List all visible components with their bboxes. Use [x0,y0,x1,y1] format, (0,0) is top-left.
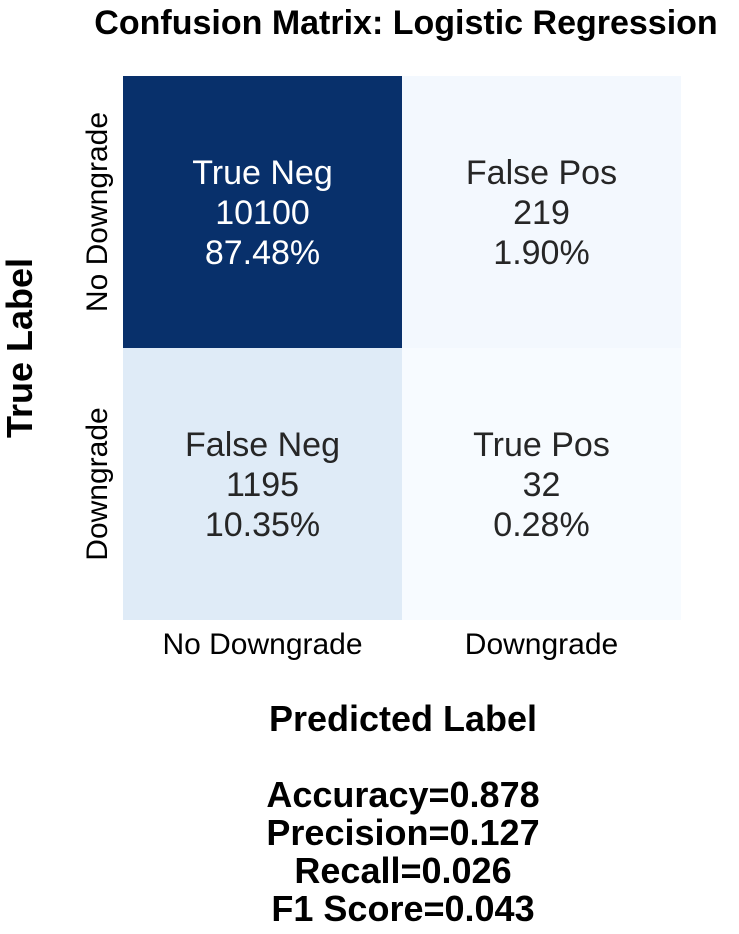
metric-line: F1 Score=0.043 [271,888,534,929]
metrics-block: Accuracy=0.878Precision=0.127Recall=0.02… [266,774,539,929]
x-tick-label: Downgrade [465,628,618,661]
cell-percent-label: 87.48% [205,234,320,272]
cell-percent-label: 10.35% [205,506,320,544]
cell-count-label: 219 [513,194,570,232]
cell-name-label: True Pos [473,426,610,464]
heatmap-cell [123,76,402,348]
y-tick-label: No Downgrade [81,112,114,312]
cell-percent-label: 1.90% [493,234,589,272]
heatmap-cell [123,348,402,620]
metric-line: Precision=0.127 [266,812,539,853]
y-tick-label: Downgrade [81,407,114,560]
cell-percent-label: 0.28% [493,506,589,544]
heatmap-cell [402,348,681,620]
heatmap-cell [402,76,681,348]
cell-name-label: False Neg [185,426,340,464]
x-tick-label: No Downgrade [162,628,362,661]
cell-name-label: False Pos [466,154,617,192]
cell-count-label: 1195 [226,466,299,504]
metric-line: Accuracy=0.878 [266,774,539,815]
y-axis-label: True Label [0,258,40,438]
cell-count-label: 32 [523,466,561,504]
chart-title: Confusion Matrix: Logistic Regression [94,4,717,42]
x-axis-label: Predicted Label [269,698,537,739]
y-tick-labels: No Downgrade Downgrade [81,112,114,561]
metric-line: Recall=0.026 [294,850,511,891]
cell-name-label: True Neg [192,154,332,192]
x-tick-labels: No Downgrade Downgrade [162,628,618,661]
cell-count-label: 10100 [215,194,310,232]
